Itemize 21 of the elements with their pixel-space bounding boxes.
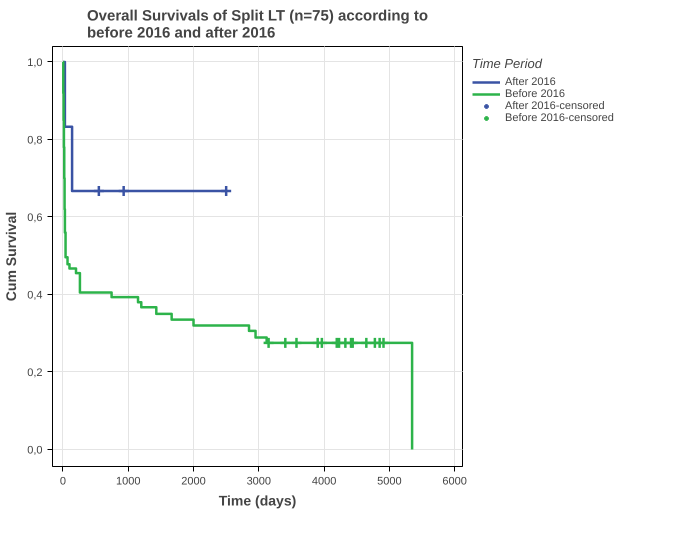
y-tick-label: 1,0	[27, 57, 43, 69]
chart-title: Overall Survivals of Split LT (n=75) according to before 2016 and after 2016	[86, 8, 428, 42]
y-tick-label: 0,0	[27, 444, 43, 456]
x-tick-label: 3000	[246, 476, 272, 488]
legend-label: Before 2016-censored	[505, 112, 614, 124]
x-tick-label: 5000	[377, 476, 402, 488]
legend-label: After 2016-censored	[505, 100, 605, 112]
y-tick-label: 0,4	[27, 289, 43, 302]
legend-label: After 2016	[505, 76, 556, 88]
y-tick-label: 0,8	[27, 134, 43, 146]
x-tick-label: 4000	[312, 476, 336, 488]
x-tick-label: 1000	[116, 476, 140, 488]
legend-label: Before 2016	[505, 88, 565, 100]
y-axis-title: Cum Survival	[3, 212, 20, 302]
x-axis-title: Time (days)	[218, 492, 296, 508]
y-tick-label: 0,2	[27, 366, 43, 379]
x-tick-label: 0	[60, 476, 66, 488]
x-tick-label: 2000	[181, 476, 206, 488]
y-tick-label: 0,6	[27, 212, 43, 224]
legend-title: Time Period	[472, 56, 544, 71]
x-tick-label: 6000	[442, 476, 467, 488]
